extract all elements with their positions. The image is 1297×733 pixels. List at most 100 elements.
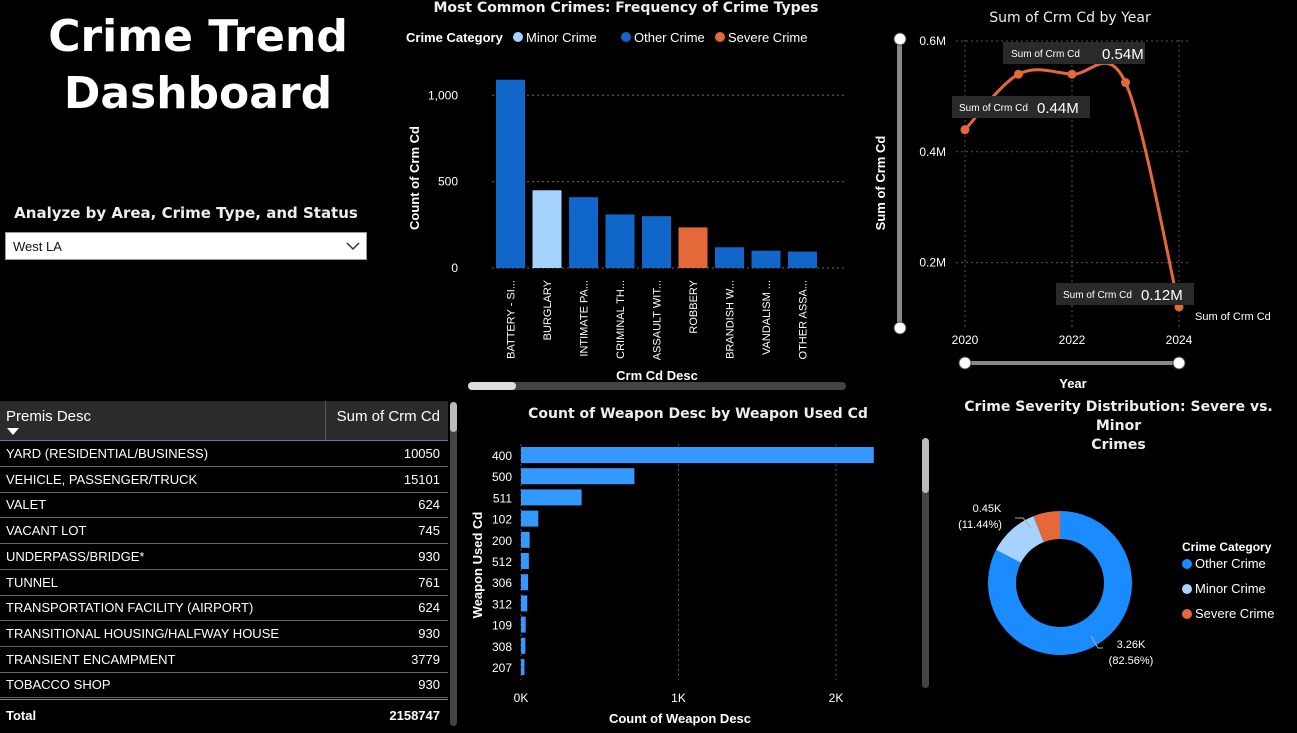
weapon-chart[interactable]: Weapon Used Cd 400 500 511 102 200 512 306 312 1… bbox=[465, 440, 915, 730]
crime-types-scrollbar-thumb[interactable] bbox=[468, 382, 516, 390]
weapon-bar-7[interactable] bbox=[521, 595, 528, 612]
crime-bar-0[interactable] bbox=[496, 79, 525, 269]
slider-horizontal-track bbox=[964, 361, 1179, 365]
weapon-bar-2[interactable] bbox=[521, 489, 582, 506]
table-scrollbar-thumb[interactable] bbox=[450, 402, 457, 432]
weapon-ylabel-6: 306 bbox=[492, 576, 512, 590]
crime-bar-6[interactable] bbox=[715, 247, 744, 268]
premis-name: TRANSIENT ENCAMPMENT bbox=[6, 651, 176, 667]
table-row[interactable]: TRANSIENT ENCAMPMENT 3779 bbox=[0, 647, 448, 673]
weapon-bar-8[interactable] bbox=[521, 616, 526, 633]
weapon-ylabel-0: 400 bbox=[492, 449, 512, 463]
weapon-chart-xlabel: Count of Weapon Desc bbox=[609, 711, 751, 726]
weapon-ylabel-8: 109 bbox=[492, 619, 512, 633]
year-xtick-2: 2024 bbox=[1166, 333, 1193, 347]
crime-bar-4[interactable] bbox=[642, 216, 671, 268]
crime-types-chart-title: Most Common Crimes: Frequency of Crime T… bbox=[433, 0, 819, 16]
severity-scrollbar[interactable] bbox=[922, 438, 929, 688]
weapon-chart-ylabels: 400 500 511 102 200 512 306 312 109 308 207 bbox=[492, 449, 512, 675]
year-series-line bbox=[963, 61, 1181, 308]
sort-descending-icon[interactable] bbox=[7, 428, 19, 435]
weapon-bar-10[interactable] bbox=[521, 659, 525, 675]
weapon-chart-bars bbox=[521, 447, 874, 675]
year-range-slider-horizontal[interactable] bbox=[958, 356, 1186, 370]
area-dropdown[interactable]: West LA bbox=[5, 232, 367, 260]
legend-marker-1 bbox=[621, 32, 631, 42]
premis-value: 930 bbox=[418, 625, 440, 641]
crime-bar-8[interactable] bbox=[788, 251, 817, 268]
label-minor-value: 0.45K bbox=[973, 503, 1002, 515]
weapon-bar-9[interactable] bbox=[521, 637, 526, 654]
slider-handle-bottom bbox=[893, 321, 907, 335]
dashboard-title-line2: Dashboard bbox=[63, 68, 333, 119]
table-scrollbar[interactable] bbox=[450, 402, 457, 726]
weapon-bar-4[interactable] bbox=[521, 531, 530, 548]
crime-bar-5[interactable] bbox=[678, 227, 708, 268]
column-header-premis[interactable]: Premis Desc bbox=[6, 408, 92, 425]
premis-name: VACANT LOT bbox=[6, 523, 87, 539]
crime-types-scrollbar[interactable] bbox=[468, 382, 846, 390]
weapon-bar-1[interactable] bbox=[521, 468, 635, 485]
table-row[interactable]: UNDERPASS/BRIDGE* 930 bbox=[0, 544, 448, 570]
premis-table[interactable]: Premis Desc Sum of Crm Cd YARD (RESIDENT… bbox=[0, 401, 448, 730]
year-point-0[interactable] bbox=[960, 125, 970, 135]
severity-legend-label-0: Other Crime bbox=[1195, 556, 1266, 571]
year-point-3[interactable] bbox=[1121, 78, 1130, 88]
weapon-ylabel-2: 511 bbox=[493, 491, 512, 505]
severity-donut-chart[interactable]: 0.45K (11.44%) 3.26K (82.56%) Crime Cate… bbox=[935, 480, 1297, 680]
weapon-bar-0[interactable] bbox=[521, 447, 874, 463]
weapon-bar-6[interactable] bbox=[521, 574, 529, 591]
premis-name: YARD (RESIDENTIAL/BUSINESS) bbox=[6, 446, 209, 461]
crime-xlabel-7: VANDALISM ... bbox=[761, 280, 773, 355]
table-row[interactable]: VALET 624 bbox=[0, 492, 448, 519]
crime-xlabel-5: ROBBERY bbox=[688, 279, 700, 333]
year-point-2[interactable] bbox=[1067, 69, 1077, 79]
ytick-0: 1,000 bbox=[428, 88, 458, 102]
crime-types-yticks: 1,000 500 0 bbox=[428, 88, 458, 275]
severity-title-line2: Crimes bbox=[1091, 437, 1146, 453]
crime-bar-1[interactable] bbox=[532, 190, 562, 268]
crime-xlabel-2: INTIMATE PA... bbox=[579, 280, 591, 357]
crime-xlabel-4: ASSAULT WIT... bbox=[652, 280, 664, 360]
donut-slice-1[interactable] bbox=[996, 516, 1044, 563]
dashboard-title: Crime Trend Dashboard bbox=[0, 8, 396, 122]
column-header-sum[interactable]: Sum of Crm Cd bbox=[336, 408, 440, 425]
table-row[interactable]: TRANSPORTATION FACILITY (AIRPORT) 624 bbox=[0, 595, 448, 622]
table-row[interactable]: TOBACCO SHOP 930 bbox=[0, 672, 448, 699]
donut-slice-2[interactable] bbox=[1033, 511, 1060, 543]
weapon-ylabel-10: 207 bbox=[492, 661, 512, 675]
donut-slice-0[interactable] bbox=[988, 511, 1132, 655]
severity-scrollbar-thumb[interactable] bbox=[922, 438, 929, 493]
weapon-bar-3[interactable] bbox=[521, 510, 539, 527]
slider-handle-top bbox=[893, 32, 907, 46]
year-chart-yticks: 0.6M 0.4M 0.2M bbox=[919, 34, 946, 270]
table-row[interactable]: TUNNEL 761 bbox=[0, 570, 448, 596]
tooltip-012m-value: 0.12M bbox=[1141, 287, 1183, 304]
crime-bar-3[interactable] bbox=[605, 214, 635, 268]
year-range-slider-vertical[interactable] bbox=[893, 32, 907, 335]
severity-legend-label-2: Severe Crime bbox=[1195, 606, 1274, 621]
year-chart[interactable]: Sum of Crm Cd 0.6M0.4M0.2M 2020 2022 2024 … bbox=[870, 28, 1290, 394]
severity-legend-marker-2 bbox=[1182, 609, 1192, 619]
year-point-1[interactable] bbox=[1014, 69, 1023, 79]
tooltip-012m-prefix: Sum of Crm Cd bbox=[1063, 290, 1132, 301]
tooltip-054m-prefix: Sum of Crm Cd bbox=[1011, 49, 1080, 60]
table-total-row: Total 2158747 bbox=[0, 699, 448, 730]
weapon-bar-5[interactable] bbox=[521, 553, 529, 569]
premis-value: 3779 bbox=[411, 651, 440, 667]
crime-bar-7[interactable] bbox=[751, 250, 781, 268]
tooltip-012m: Sum of Crm Cd 0.12M bbox=[1056, 283, 1194, 305]
table-row[interactable]: YARD (RESIDENTIAL/BUSINESS) 10050 bbox=[0, 441, 448, 467]
premis-name: TRANSITIONAL HOUSING/HALFWAY HOUSE bbox=[6, 625, 280, 641]
label-other-value: 3.26K bbox=[1117, 639, 1146, 651]
year-ytick-2: 0.2M bbox=[919, 256, 946, 270]
legend-label-1: Other Crime bbox=[634, 30, 705, 45]
table-row[interactable]: VEHICLE, PASSENGER/TRUCK 15101 bbox=[0, 467, 448, 493]
table-row[interactable]: TRANSITIONAL HOUSING/HALFWAY HOUSE 930 bbox=[0, 621, 448, 647]
year-chart-gridlines bbox=[956, 40, 1190, 328]
premis-value: 624 bbox=[418, 600, 440, 616]
table-row[interactable]: VACANT LOT 745 bbox=[0, 518, 448, 545]
crime-bar-2[interactable] bbox=[569, 197, 598, 268]
total-value: 2158747 bbox=[389, 708, 440, 723]
crime-types-chart[interactable]: Crime Category Minor Crime Other Crime Sev… bbox=[400, 18, 860, 390]
